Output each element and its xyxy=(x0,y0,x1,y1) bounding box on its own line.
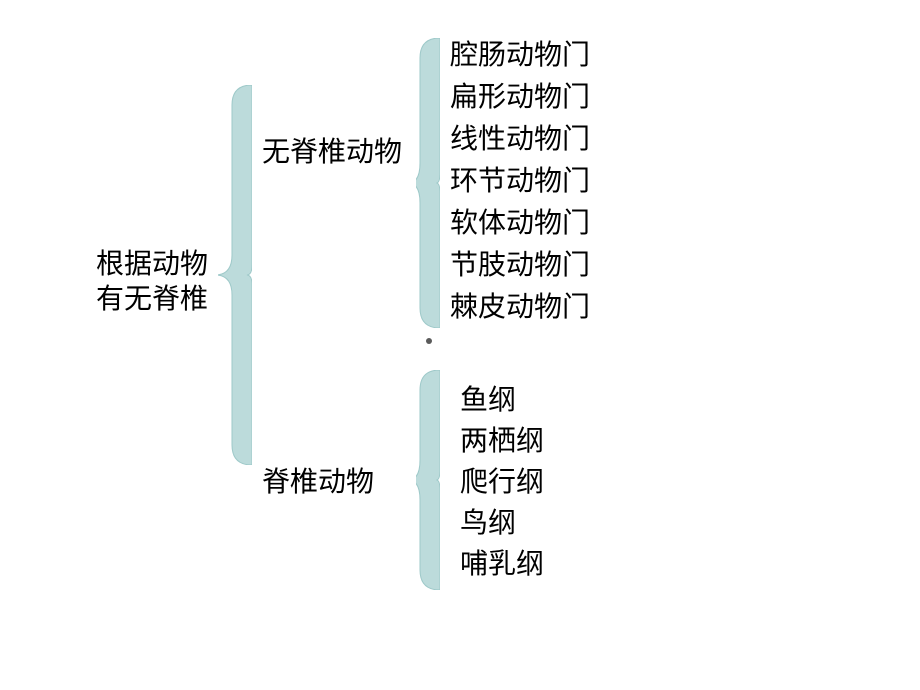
list-item: 棘皮动物门 xyxy=(450,290,590,325)
root-line2: 有无脊椎 xyxy=(96,282,208,317)
group-0-label: 无脊椎动物 xyxy=(262,135,402,170)
list-item: 线性动物门 xyxy=(450,122,590,157)
root-label: 根据动物 有无脊椎 xyxy=(96,247,208,317)
list-item: 爬行纲 xyxy=(460,465,544,500)
list-item: 节肢动物门 xyxy=(450,248,590,283)
list-item: 两栖纲 xyxy=(460,424,544,459)
diagram-canvas: 根据动物 有无脊椎 无脊椎动物 腔肠动物门扁形动物门线性动物门环节动物门软体动物… xyxy=(0,0,920,690)
group-1-label: 脊椎动物 xyxy=(262,465,374,500)
list-item: 哺乳纲 xyxy=(460,547,544,582)
mid-dot xyxy=(426,338,432,344)
list-item: 腔肠动物门 xyxy=(450,38,590,73)
group-0-brace xyxy=(416,38,440,328)
list-item: 软体动物门 xyxy=(450,206,590,241)
group-1-brace xyxy=(416,370,440,590)
list-item: 环节动物门 xyxy=(450,164,590,199)
root-line1: 根据动物 xyxy=(96,247,208,282)
main-brace xyxy=(218,85,252,465)
list-item: 扁形动物门 xyxy=(450,80,590,115)
list-item: 鸟纲 xyxy=(460,506,516,541)
list-item: 鱼纲 xyxy=(460,383,516,418)
